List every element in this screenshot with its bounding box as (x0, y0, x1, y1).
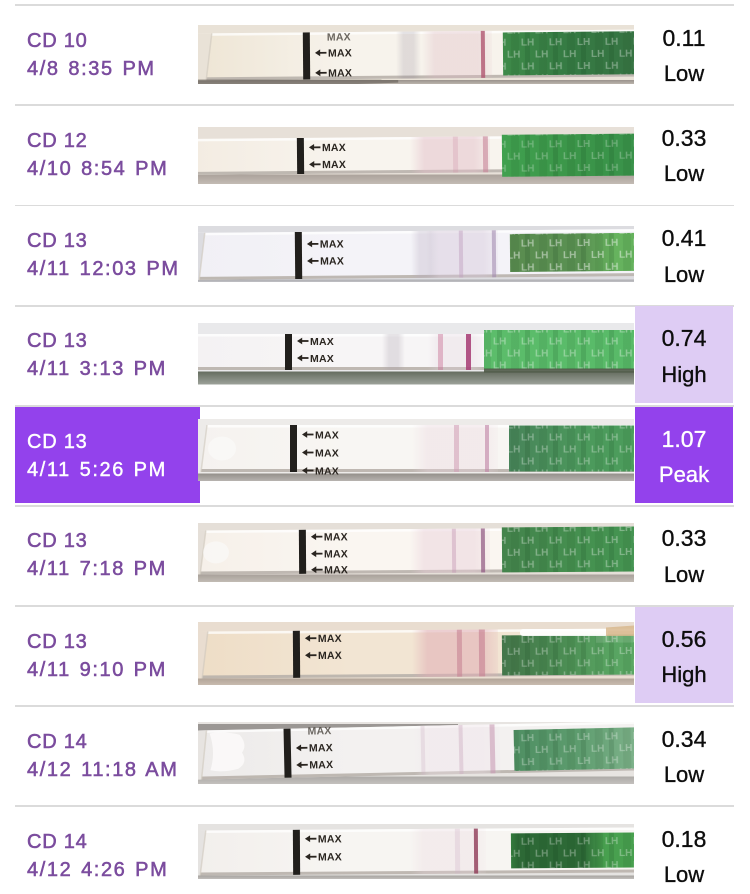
svg-text:MAX: MAX (328, 67, 352, 79)
svg-text:MAX: MAX (318, 833, 342, 845)
svg-text:MAX: MAX (322, 158, 346, 170)
svg-text:MAX: MAX (327, 31, 351, 43)
svg-text:MAX: MAX (310, 353, 334, 365)
svg-text:MAX: MAX (315, 465, 339, 477)
svg-text:MAX: MAX (320, 238, 344, 250)
svg-text:MAX: MAX (318, 851, 342, 863)
svg-text:MAX: MAX (322, 141, 346, 153)
svg-text:MAX: MAX (315, 429, 339, 441)
svg-text:MAX: MAX (318, 649, 342, 661)
svg-text:MAX: MAX (309, 759, 333, 771)
svg-text:MAX: MAX (324, 564, 348, 576)
svg-text:MAX: MAX (320, 255, 344, 267)
svg-text:MAX: MAX (309, 742, 333, 754)
svg-text:MAX: MAX (307, 725, 331, 737)
svg-text:MAX: MAX (328, 47, 352, 59)
svg-text:MAX: MAX (318, 632, 342, 644)
svg-text:MAX: MAX (310, 336, 334, 348)
svg-text:MAX: MAX (324, 548, 348, 560)
svg-text:MAX: MAX (324, 531, 348, 543)
svg-text:MAX: MAX (315, 447, 339, 459)
